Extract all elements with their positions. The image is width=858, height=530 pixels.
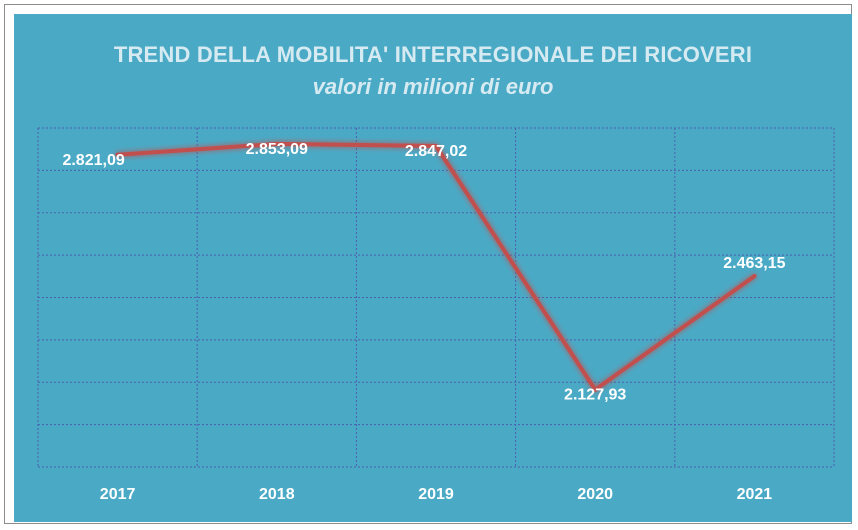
plot-grid [37,127,835,468]
data-label-2017: 2.821,09 [62,152,124,169]
data-label-2021: 2.463,15 [723,255,785,272]
data-label-2019: 2.847,02 [405,143,467,160]
x-tick-label-2021: 2021 [737,486,773,503]
x-tick-label-2017: 2017 [100,486,136,503]
x-tick-label-2019: 2019 [418,486,454,503]
series-line-group [115,141,757,392]
data-point-2018 [274,141,279,146]
chart-background [14,14,852,522]
data-point-2017 [115,152,120,157]
data-label-2020: 2.127,93 [564,387,626,404]
x-tick-label-2018: 2018 [259,486,295,503]
x-axis-tick-labels: 2017 2018 2019 2020 2021 [100,486,772,503]
chart-title: TREND DELLA MOBILITA' INTERREGIONALE DEI… [113,42,753,67]
x-tick-label-2020: 2020 [577,486,613,503]
chart-panel: 2.821,09 2.853,09 2.847,02 2.127,93 2.463,15… [14,14,852,522]
data-labels: 2.821,09 2.853,09 2.847,02 2.127,93 2.463,15 [62,141,785,404]
data-point-2021 [752,274,757,279]
line-chart: 2.821,09 2.853,09 2.847,02 2.127,93 2.463,15… [14,14,852,522]
data-point-2020 [593,387,598,392]
chart-subtitle: valori in milioni di euro [312,74,554,99]
data-label-2018: 2.853,09 [246,141,308,158]
chart-frame: 2.821,09 2.853,09 2.847,02 2.127,93 2.463,15… [4,4,852,524]
data-point-2019 [434,143,438,148]
